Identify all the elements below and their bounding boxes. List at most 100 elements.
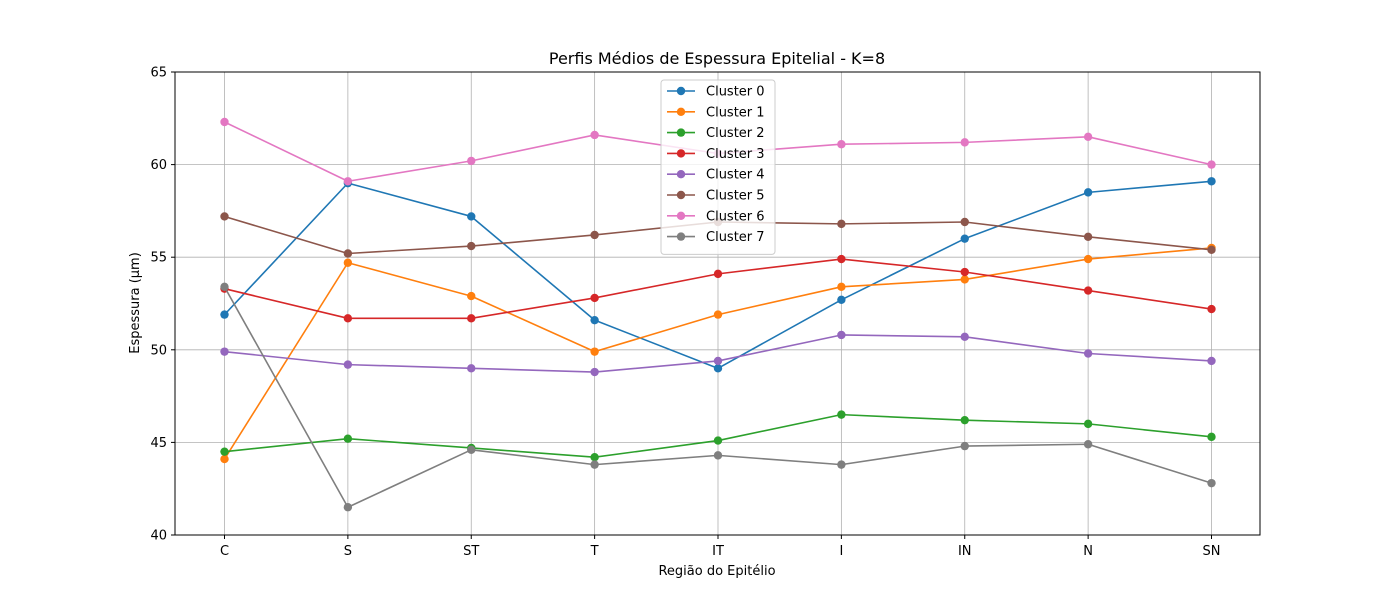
y-tick-label: 60 <box>150 158 167 173</box>
data-point <box>1083 188 1093 197</box>
x-tick-label: IT <box>712 544 724 559</box>
series-7 <box>220 282 1216 512</box>
series-4 <box>220 330 1216 377</box>
data-point <box>1207 432 1216 442</box>
legend-label: Cluster 6 <box>706 209 765 224</box>
data-point <box>1207 478 1216 488</box>
y-tick-label: 65 <box>150 66 167 81</box>
data-point <box>837 460 846 469</box>
data-point <box>1083 440 1093 449</box>
data-point <box>837 410 846 419</box>
data-point <box>467 314 476 323</box>
x-axis-label: Região do Epitélio <box>658 564 775 579</box>
data-point <box>1207 160 1216 169</box>
legend-item: Cluster 5 <box>667 189 765 204</box>
data-point <box>220 212 229 221</box>
legend-item: Cluster 1 <box>667 105 765 120</box>
legend-item: Cluster 7 <box>667 230 765 245</box>
legend-label: Cluster 0 <box>706 85 765 100</box>
y-tick-label: 50 <box>150 343 167 358</box>
data-point <box>590 230 599 240</box>
x-tick-label: ST <box>463 544 479 559</box>
data-point <box>467 212 476 221</box>
data-point <box>1083 286 1093 295</box>
data-point <box>960 234 969 243</box>
y-tick-label: 45 <box>150 436 167 451</box>
legend-label: Cluster 4 <box>706 168 765 183</box>
data-point <box>590 460 599 469</box>
data-point <box>590 315 599 325</box>
data-point <box>837 295 846 304</box>
data-point <box>343 314 353 323</box>
data-point <box>467 291 476 301</box>
data-point <box>837 219 846 229</box>
data-point <box>220 447 229 456</box>
data-point <box>467 364 476 373</box>
data-point <box>343 258 353 267</box>
legend-item: Cluster 0 <box>667 85 765 100</box>
data-point <box>960 415 969 425</box>
data-point <box>220 117 229 127</box>
legend: Cluster 0 Cluster 1 Cluster 2 Cluster 3 Clus… <box>660 79 776 255</box>
data-point <box>837 140 846 149</box>
legend-item: Cluster 3 <box>667 147 765 162</box>
data-point <box>1083 254 1093 264</box>
data-point <box>713 356 723 366</box>
data-point <box>590 293 599 303</box>
data-point <box>1207 177 1216 186</box>
legend-swatch-marker <box>676 128 686 137</box>
legend-swatch-marker <box>676 86 686 96</box>
data-point <box>1083 132 1093 142</box>
data-point <box>713 451 723 460</box>
data-point <box>713 269 723 279</box>
data-point <box>1083 349 1093 358</box>
data-point <box>590 130 599 140</box>
legend-swatch-marker <box>676 107 686 117</box>
x-tick-label: T <box>590 544 599 559</box>
legend-swatch-marker <box>676 232 686 241</box>
data-point <box>960 441 969 451</box>
data-point <box>713 310 723 319</box>
data-point <box>220 310 229 319</box>
data-point <box>1083 419 1093 429</box>
legend-swatch-marker <box>676 190 686 200</box>
data-point <box>837 282 846 292</box>
data-point <box>343 249 353 258</box>
data-point <box>467 156 476 166</box>
x-tick-label: IN <box>958 544 972 559</box>
data-point <box>837 254 846 264</box>
legend-label: Cluster 3 <box>706 147 765 162</box>
data-point <box>343 503 353 512</box>
x-tick-label: C <box>220 544 229 559</box>
data-point <box>220 282 229 292</box>
series-0 <box>220 177 1216 373</box>
data-point <box>1207 245 1216 254</box>
data-point <box>713 436 723 445</box>
data-point <box>590 367 599 377</box>
data-point <box>343 360 353 369</box>
data-point <box>467 445 476 455</box>
y-axis-label: Espessura (µm) <box>128 252 143 354</box>
data-point <box>960 332 969 342</box>
axis-ticks: C S ST T IT I IN N SN 40 45 50 55 60 65 <box>150 66 1220 560</box>
legend-box <box>660 79 776 255</box>
data-point <box>960 217 969 227</box>
series-3 <box>220 254 1216 323</box>
data-point <box>960 275 969 284</box>
legend-item: Cluster 2 <box>667 126 765 141</box>
y-tick-label: 40 <box>150 529 167 544</box>
data-point <box>590 453 599 462</box>
data-point <box>220 347 229 356</box>
legend-item: Cluster 4 <box>667 168 765 183</box>
data-point <box>960 267 969 277</box>
legend-swatch-marker <box>676 149 686 158</box>
x-tick-label: S <box>344 544 352 559</box>
data-point <box>713 364 723 373</box>
data-point <box>1207 356 1216 366</box>
legend-label: Cluster 5 <box>706 189 765 204</box>
data-point <box>1207 304 1216 314</box>
legend-label: Cluster 2 <box>706 126 765 141</box>
series-2 <box>220 410 1216 462</box>
chart-title: Perfis Médios de Espessura Epitelial - K… <box>549 49 885 68</box>
